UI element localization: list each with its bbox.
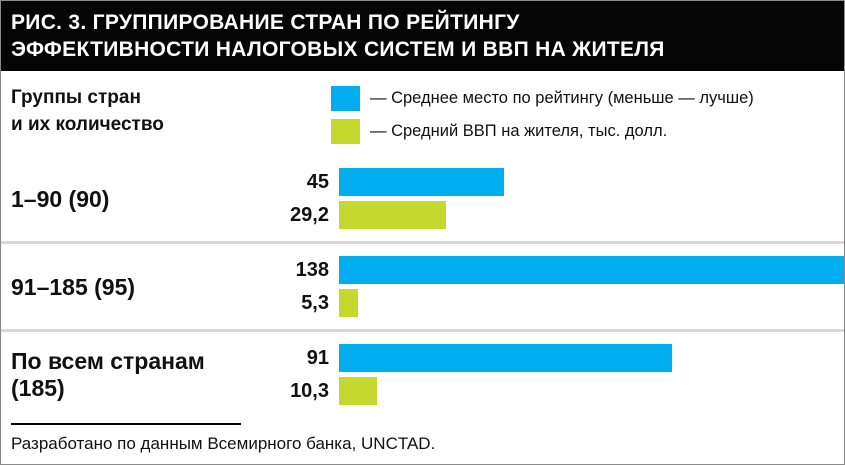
gdp-swatch-icon — [331, 119, 360, 145]
chart-rows: 1–90 (90) 45 29,2 91–185 (95) — [1, 156, 844, 421]
axis-label-line2: и их количество — [11, 113, 164, 135]
gdp-bar-line: 5,3 — [261, 289, 844, 318]
figure-title-line2: ЭФФЕКТИВНОСТИ НАЛОГОВЫХ СИСТЕМ И ВВП НА … — [11, 37, 665, 61]
rating-bar — [339, 344, 672, 373]
rating-bar — [339, 256, 844, 285]
gdp-bar — [339, 289, 359, 318]
footnote-rule — [11, 423, 241, 425]
chart-row-group-3: По всем странам (185) 91 10,3 — [1, 329, 844, 417]
gdp-bar-track — [339, 289, 844, 318]
bar-pair: 45 29,2 — [261, 168, 844, 230]
gdp-value: 29,2 — [290, 203, 329, 226]
figure-footer: Разработано по данным Всемирного банка, … — [1, 421, 844, 464]
group-label: По всем странам (185) — [11, 348, 205, 401]
legend: — Среднее место по рейтингу (меньше — лу… — [331, 85, 754, 145]
gdp-bar — [339, 201, 446, 230]
legend-item-gdp: — Средний ВВП на жителя, тыс. долл. — [331, 119, 754, 145]
rating-bar-track — [339, 168, 844, 197]
source-note: Разработано по данным Всемирного банка, … — [11, 434, 436, 453]
axis-label-line1: Группы стран — [11, 87, 141, 109]
gdp-bar-line: 29,2 — [261, 201, 844, 230]
legend-section: Группы стран и их количество — Среднее м… — [1, 71, 844, 156]
figure-title-line1: РИС. 3. ГРУППИРОВАНИЕ СТРАН ПО РЕЙТИНГУ — [11, 11, 520, 34]
rating-value: 138 — [295, 258, 329, 281]
rating-value: 45 — [306, 170, 329, 193]
legend-rating-label: — Среднее место по рейтингу (меньше — лу… — [370, 89, 754, 108]
gdp-bar-line: 10,3 — [261, 377, 844, 406]
gdp-bar-track — [339, 201, 844, 230]
figure-title: РИС. 3. ГРУППИРОВАНИЕ СТРАН ПО РЕЙТИНГУ … — [1, 1, 844, 72]
bar-pair: 138 5,3 — [261, 256, 844, 318]
chart-row-group-1: 1–90 (90) 45 29,2 — [1, 156, 844, 241]
rating-bar-line: 45 — [261, 168, 844, 197]
gdp-bar — [339, 377, 377, 406]
rating-bar — [339, 168, 504, 197]
rating-bar-track — [339, 256, 844, 285]
rating-bar-line: 138 — [261, 256, 844, 285]
gdp-bar-track — [339, 377, 844, 406]
group-label: 1–90 (90) — [11, 185, 110, 212]
legend-gdp-label: — Средний ВВП на жителя, тыс. долл. — [370, 122, 668, 141]
rating-swatch-icon — [331, 86, 360, 112]
bar-pair: 91 10,3 — [261, 344, 844, 406]
legend-item-rating: — Среднее место по рейтингу (меньше — лу… — [331, 86, 754, 112]
group-label: 91–185 (95) — [11, 273, 136, 300]
rating-value: 91 — [306, 346, 329, 369]
chart-row-group-2: 91–185 (95) 138 5,3 — [1, 241, 844, 329]
axis-label: Группы стран и их количество — [1, 85, 331, 138]
gdp-value: 5,3 — [301, 291, 329, 314]
rating-bar-line: 91 — [261, 344, 844, 373]
gdp-value: 10,3 — [290, 379, 329, 402]
rating-bar-track — [339, 344, 844, 373]
